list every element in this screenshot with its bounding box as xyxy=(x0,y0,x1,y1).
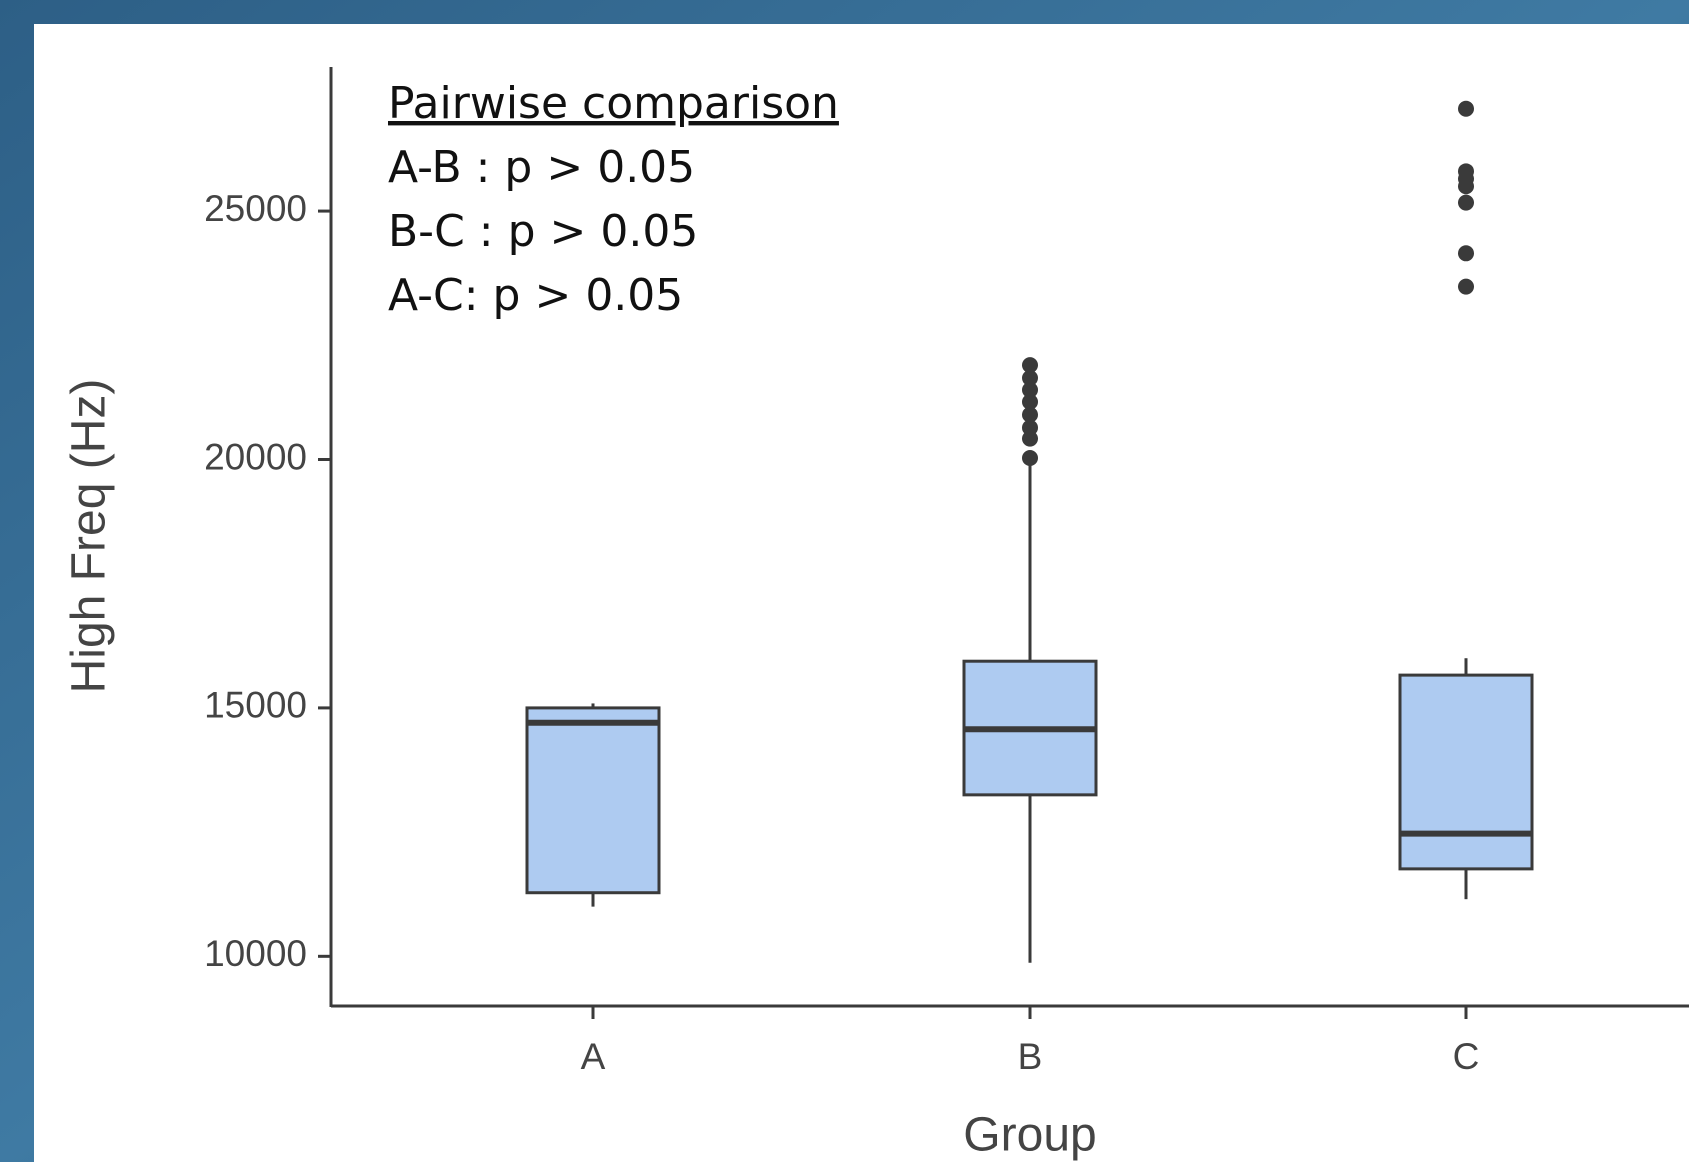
annotation: A-C: p > 0.05 xyxy=(388,270,683,321)
annotation: Pairwise comparison xyxy=(388,78,839,129)
outlier xyxy=(1022,450,1038,466)
outlier xyxy=(1022,357,1038,373)
y-tick-label: 10000 xyxy=(204,933,307,974)
y-axis-title: High Freq (Hz) xyxy=(63,379,116,694)
annotation: A-B : p > 0.05 xyxy=(388,142,695,193)
page: Group High Freq (Hz) 10000 15000 20000 2500… xyxy=(0,0,1689,1162)
box xyxy=(1400,675,1532,869)
outlier xyxy=(1458,101,1474,117)
x-tick-label: C xyxy=(1453,1036,1480,1077)
x-tick-label: B xyxy=(1018,1036,1043,1077)
annotation: B-C : p > 0.05 xyxy=(388,206,698,257)
y-tick-label: 20000 xyxy=(204,436,307,477)
outlier xyxy=(1458,163,1474,179)
outlier xyxy=(1458,195,1474,211)
outlier xyxy=(1458,245,1474,261)
outlier xyxy=(1458,279,1474,295)
y-tick-label: 25000 xyxy=(204,188,307,229)
y-tick-label: 15000 xyxy=(204,685,307,726)
box xyxy=(527,708,659,893)
x-tick-label: A xyxy=(581,1036,606,1077)
x-axis-title: Group xyxy=(963,1109,1096,1162)
